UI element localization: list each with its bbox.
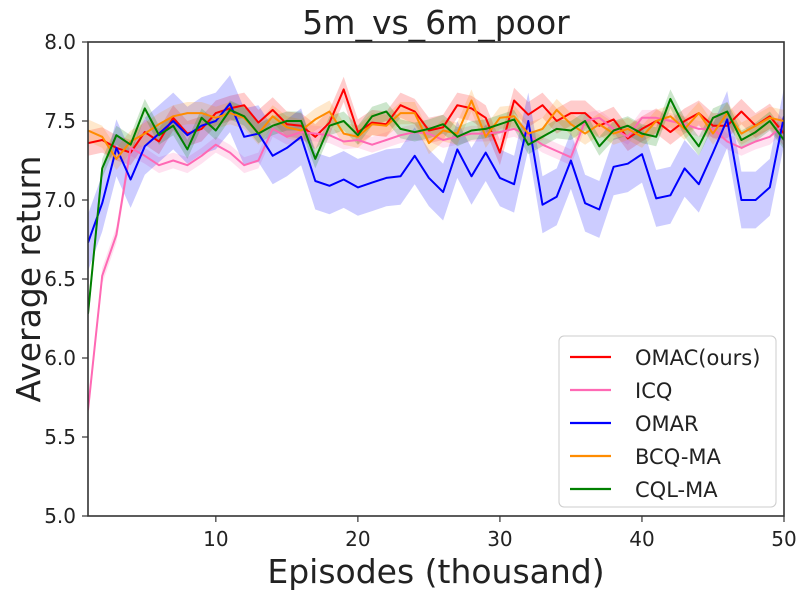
legend-label-cql-ma: CQL-MA [635, 478, 718, 502]
legend-label-omac-ours: OMAC(ours) [635, 346, 760, 370]
y-tick-label: 8.0 [44, 30, 76, 54]
series-lines [88, 88, 784, 411]
x-axis-ticks: 10 20 30 40 50 [203, 516, 797, 551]
line-omac-ours [88, 88, 784, 154]
x-tick-label: 40 [629, 527, 654, 551]
band-omac-ours [88, 76, 784, 166]
y-tick-label: 5.5 [44, 425, 76, 449]
y-tick-label: 7.0 [44, 188, 76, 212]
band-omar [88, 75, 784, 272]
y-axis-ticks: 5.0 5.5 6.0 6.5 7.0 7.5 8.0 [44, 30, 88, 528]
chart-title: 5m_vs_6m_poor [302, 3, 570, 42]
y-tick-label: 6.0 [44, 346, 76, 370]
x-tick-label: 30 [487, 527, 512, 551]
y-tick-label: 6.5 [44, 267, 76, 291]
band-cql-ma [88, 89, 784, 324]
x-tick-label: 10 [203, 527, 228, 551]
line-cql-ma [88, 97, 784, 314]
x-tick-label: 20 [345, 527, 370, 551]
y-tick-label: 7.5 [44, 109, 76, 133]
x-axis-label: Episodes (thousand) [267, 552, 604, 591]
legend-label-omar: OMAR [635, 412, 699, 436]
legend-label-icq: ICQ [635, 379, 672, 403]
x-tick-label: 50 [771, 527, 796, 551]
legend: OMAC(ours) ICQ OMAR BCQ-MA CQL-MA [558, 335, 777, 508]
legend-box [558, 335, 777, 508]
y-axis-label: Average return [9, 156, 48, 403]
line-bcq-ma [88, 99, 784, 160]
legend-label-bcq-ma: BCQ-MA [635, 445, 722, 469]
y-tick-label: 5.0 [44, 504, 76, 528]
line-omar [88, 102, 784, 244]
